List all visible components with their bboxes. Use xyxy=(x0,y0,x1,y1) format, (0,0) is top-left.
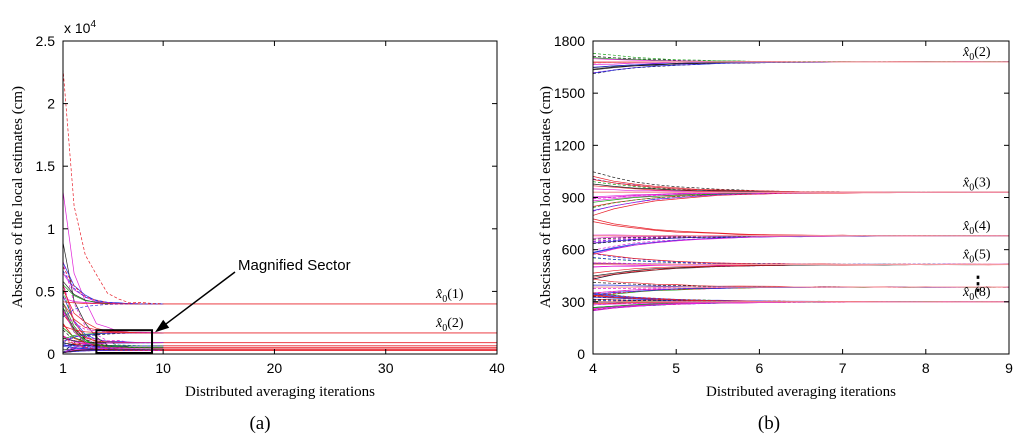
x-tick-label: 20 xyxy=(267,360,283,376)
chart-b-series xyxy=(592,53,1010,312)
chart-b-series-labels: x̂0(2) x̂0(3) x̂0(4) x̂0(5) x̂0(8) xyxy=(962,45,991,303)
series-label: x̂0(1) xyxy=(435,287,464,305)
trajectory-line xyxy=(592,264,1009,280)
trajectory-line xyxy=(62,325,164,334)
x-tick-label: 10 xyxy=(155,360,171,376)
series-label: x̂0(2) xyxy=(962,45,991,63)
chart-a-multiplier: x 104 xyxy=(64,19,96,36)
trajectory-line xyxy=(62,266,164,305)
y-tick-label: 2.5 xyxy=(36,33,56,49)
y-tick-label: 0.5 xyxy=(36,283,56,299)
y-tick-label: 600 xyxy=(562,242,586,258)
x-tick-label: 6 xyxy=(756,360,764,376)
y-tick-label: 1 xyxy=(47,221,55,237)
x-tick-label: 4 xyxy=(589,360,597,376)
x-tick-label: 5 xyxy=(672,360,680,376)
y-tick-label: 2 xyxy=(47,96,55,112)
chart-a-series xyxy=(62,68,497,354)
trajectory-line xyxy=(592,55,1010,63)
chart-a: 1 10 20 30 40 0 0.5 1 1.5 2 2.5 x 104 Magnified Se… xyxy=(10,19,505,434)
trajectory-line xyxy=(62,68,164,304)
trajectory-line xyxy=(592,263,1010,280)
x-tick-label: 9 xyxy=(1005,360,1013,376)
trajectory-line xyxy=(592,218,1010,237)
trajectory-line xyxy=(62,284,164,305)
chart-b-caption: (b) xyxy=(758,413,780,434)
magnified-sector-arrowhead xyxy=(155,319,170,333)
series-label: x̂0(4) xyxy=(962,219,991,237)
y-tick-label: 900 xyxy=(562,190,586,206)
chart-a-xlabel: Distributed averaging iterations xyxy=(185,384,375,400)
series-label: x̂0(5) xyxy=(962,247,991,265)
trajectory-line xyxy=(62,313,164,344)
trajectory-line xyxy=(62,307,164,349)
trajectory-line xyxy=(592,252,1010,266)
trajectory-line xyxy=(592,253,1009,265)
y-tick-label: 1800 xyxy=(554,33,585,49)
magnified-sector-label: Magnified Sector xyxy=(238,257,351,274)
trajectory-line xyxy=(592,221,1009,237)
trajectory-line xyxy=(62,302,164,334)
x-tick-label: 8 xyxy=(922,360,930,376)
trajectory-line xyxy=(592,171,1010,193)
series-label: x̂0(2) xyxy=(435,316,464,334)
trajectory-line xyxy=(62,342,164,354)
x-tick-label: 30 xyxy=(378,360,394,376)
y-tick-label: 300 xyxy=(562,294,586,310)
chart-b-xlabel: Distributed averaging iterations xyxy=(706,384,896,400)
chart-b: 4 5 6 7 8 9 0 300 600 900 1200 1500 1800 x̂0(2) x̂0(3… xyxy=(538,33,1013,434)
trajectory-line xyxy=(62,272,164,305)
y-tick-label: 0 xyxy=(47,346,55,362)
chart-a-ylabel: Abscissas of the local estimates (cm) xyxy=(10,86,26,308)
chart-a-caption: (a) xyxy=(249,413,270,434)
series-label: x̂0(8) xyxy=(962,285,991,303)
trajectory-line xyxy=(62,348,164,354)
x-tick-label: 1 xyxy=(59,360,67,376)
trajectory-line xyxy=(62,303,164,318)
chart-b-ylabel: Abscissas of the local estimates (cm) xyxy=(538,86,554,308)
series-label: x̂0(3) xyxy=(962,175,991,193)
y-tick-label: 1.5 xyxy=(36,158,56,174)
x-tick-label: 40 xyxy=(489,360,505,376)
y-tick-label: 1200 xyxy=(554,137,585,153)
trajectory-line xyxy=(592,191,1010,212)
trajectory-line xyxy=(62,290,164,347)
y-tick-label: 1500 xyxy=(554,85,585,101)
chart-a-ticks: 1 10 20 30 40 0 0.5 1 1.5 2 2.5 xyxy=(36,33,505,376)
chart-a-axes xyxy=(62,40,498,355)
trajectory-line xyxy=(62,335,164,351)
trajectory-line xyxy=(62,261,164,343)
chart-b-ellipsis: ⋮ xyxy=(969,274,988,295)
trajectory-line xyxy=(592,263,1010,278)
magnified-sector-arrow xyxy=(162,271,236,327)
x-tick-label: 7 xyxy=(839,360,847,376)
trajectory-line xyxy=(62,345,164,354)
trajectory-line xyxy=(62,327,164,347)
chart-a-series-labels: x̂0(1) x̂0(2) xyxy=(435,287,464,334)
y-tick-label: 0 xyxy=(577,346,585,362)
chart-b-ticks: 4 5 6 7 8 9 0 300 600 900 1200 1500 1800 xyxy=(554,33,1013,376)
magnified-sector-box xyxy=(95,329,154,355)
trajectory-line xyxy=(62,270,164,305)
